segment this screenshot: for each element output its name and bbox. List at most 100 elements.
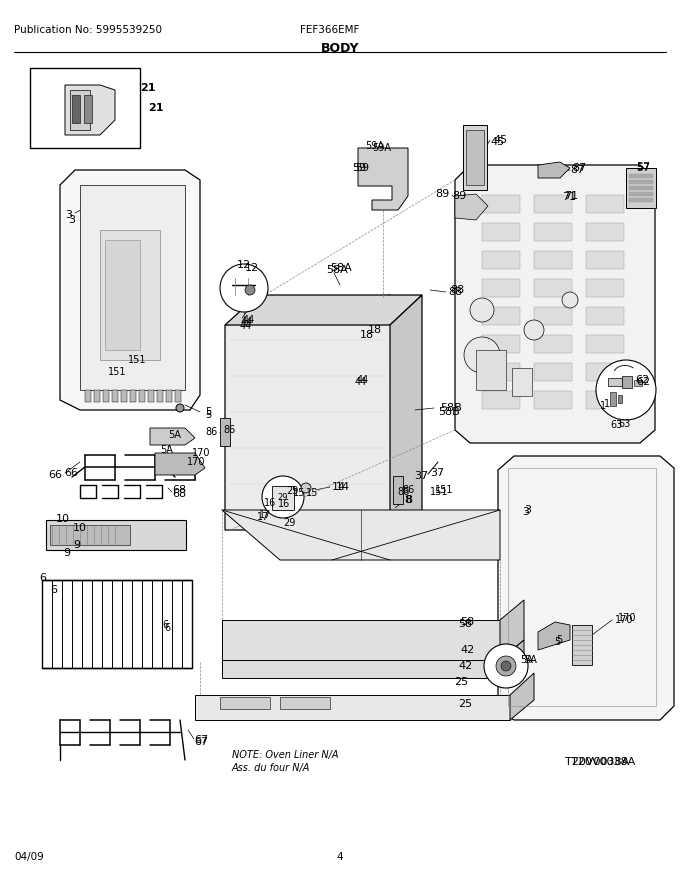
Text: 9: 9 [73,540,80,550]
Bar [482,223,520,241]
Bar [121,390,127,402]
Text: 62: 62 [635,375,649,385]
Text: 5: 5 [554,637,560,647]
Bar [534,335,572,353]
Text: 37: 37 [414,471,428,481]
Text: 25: 25 [454,677,468,687]
Bar [463,125,487,190]
Polygon shape [65,85,115,135]
Bar [482,363,520,381]
Text: Publication No: 5995539250: Publication No: 5995539250 [14,25,162,35]
Bar [629,198,653,202]
Bar [622,376,632,388]
Text: T20V0038A: T20V0038A [565,757,629,767]
Text: 68: 68 [172,489,186,499]
Text: 1: 1 [600,401,606,411]
Bar [157,390,163,402]
Bar [534,279,572,297]
Text: 151: 151 [430,487,449,497]
Polygon shape [100,230,160,360]
Circle shape [176,404,184,412]
Bar [30,68,140,148]
Text: 63: 63 [610,420,622,430]
Polygon shape [455,194,488,220]
Text: 58: 58 [460,617,474,627]
Text: 42: 42 [460,645,474,655]
Text: 88: 88 [450,285,464,295]
Text: 58B: 58B [440,403,462,413]
Text: 71: 71 [562,192,576,202]
Bar [634,380,642,386]
Text: 4: 4 [337,852,343,862]
Bar [175,390,181,402]
Bar [94,390,100,402]
Polygon shape [510,673,534,720]
Circle shape [220,264,268,312]
Text: 45: 45 [493,135,507,145]
Bar [220,418,230,446]
Text: FEF366EMF: FEF366EMF [300,25,359,35]
Bar [586,251,624,269]
Bar [586,279,624,297]
Bar [610,392,616,406]
Bar [512,368,532,396]
Bar [482,335,520,353]
Text: 16: 16 [278,499,290,509]
Text: 88: 88 [448,287,462,297]
Text: 86: 86 [402,485,414,495]
Text: 3: 3 [522,507,529,517]
Circle shape [496,656,516,676]
Polygon shape [225,295,422,325]
Polygon shape [222,660,500,678]
Polygon shape [80,185,185,390]
Bar [482,279,520,297]
Bar [130,390,136,402]
Bar [586,335,624,353]
Bar [629,180,653,184]
Bar [586,391,624,409]
Text: 29: 29 [286,486,299,496]
Circle shape [464,337,500,373]
Polygon shape [538,622,570,650]
Bar [482,307,520,325]
Text: 87: 87 [572,163,586,173]
Bar [618,395,622,403]
Text: 5A: 5A [168,430,181,440]
Bar [476,350,506,390]
Text: 17: 17 [259,510,271,520]
Text: 57: 57 [636,162,650,172]
Polygon shape [60,170,200,410]
Text: 63: 63 [618,419,630,429]
Text: 29: 29 [277,494,288,502]
Text: 18: 18 [360,330,374,340]
Text: 5A: 5A [520,655,533,665]
Text: 58B: 58B [438,407,460,417]
Bar [586,223,624,241]
Polygon shape [500,600,524,660]
Bar [72,95,80,123]
Bar [46,520,186,550]
Bar [629,186,653,190]
Text: 89: 89 [436,189,450,199]
Bar [534,307,572,325]
Text: 44: 44 [240,321,252,331]
Bar [534,391,572,409]
Circle shape [501,661,511,671]
Bar [534,223,572,241]
Bar [393,476,403,504]
Bar [586,363,624,381]
Bar [112,390,118,402]
Text: 15: 15 [306,488,318,498]
Text: 87: 87 [570,165,584,175]
Text: 66: 66 [64,468,78,478]
Text: 18: 18 [368,325,382,335]
Polygon shape [155,453,205,475]
Polygon shape [150,428,195,445]
Text: 59: 59 [355,163,369,173]
Bar [50,525,130,545]
Bar [629,192,653,196]
Bar [85,390,91,402]
Text: 8: 8 [404,495,411,505]
Text: 66: 66 [48,470,62,480]
Bar [629,174,653,178]
